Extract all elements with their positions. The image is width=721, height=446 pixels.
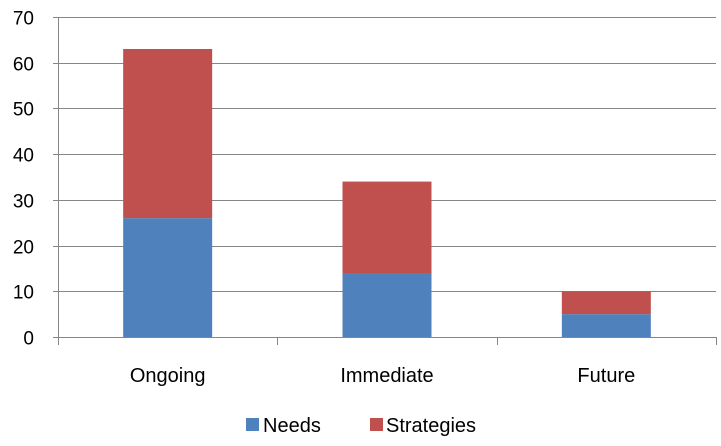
y-tick-label: 70: [13, 9, 34, 30]
y-tick-label: 10: [13, 283, 34, 304]
legend-swatch-needs: [246, 418, 259, 431]
legend-swatch-strategies: [370, 418, 383, 431]
y-tick-label: 0: [23, 329, 34, 350]
bar-strategies-ongoing: [123, 49, 213, 219]
y-tick-labels: 0 10 20 30 40 50 60 70: [13, 9, 34, 350]
y-tick-label: 40: [13, 146, 34, 167]
bar-strategies-immediate: [342, 181, 432, 273]
bars: [123, 49, 651, 337]
bar-needs-immediate: [342, 273, 432, 337]
y-tick-label: 20: [13, 238, 34, 259]
y-tick-label: 30: [13, 192, 34, 213]
y-tick-label: 60: [13, 55, 34, 76]
y-tick-label: 50: [13, 100, 34, 121]
legend-label-strategies: Strategies: [386, 415, 476, 437]
x-tick-labels: Ongoing Immediate Future: [130, 365, 635, 387]
bar-needs-ongoing: [123, 218, 213, 337]
legend: Needs Strategies: [246, 415, 476, 437]
bar-needs-future: [561, 314, 651, 337]
bar-strategies-future: [561, 291, 651, 315]
x-tick-label: Ongoing: [130, 365, 206, 387]
x-tick-label: Immediate: [340, 365, 433, 387]
legend-label-needs: Needs: [263, 415, 321, 437]
axes: [53, 17, 717, 345]
x-tick-label: Future: [577, 365, 635, 387]
